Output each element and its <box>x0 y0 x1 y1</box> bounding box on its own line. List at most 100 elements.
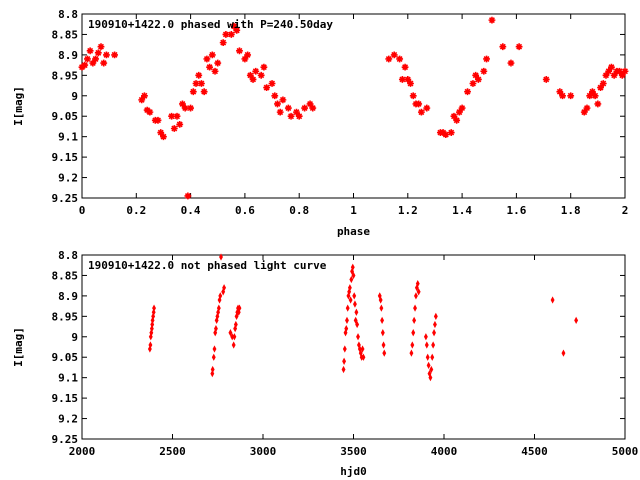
plot-frame <box>81 254 626 440</box>
data-point <box>586 92 594 100</box>
data-point <box>176 121 184 128</box>
data-point <box>409 349 414 357</box>
data-point <box>597 84 604 92</box>
y-tick-label: 9.2 <box>58 172 78 185</box>
y-tick-label: 9 <box>71 331 78 344</box>
unphased-light-curve-panel: 8.8 8.85 8.9 8.95 9 9.05 9.1 9.15 9.2 9.25 2000 25… <box>12 249 638 478</box>
x-tick-label: 5000 <box>612 445 639 458</box>
data-point <box>567 92 575 100</box>
data-point <box>215 312 220 320</box>
data-point <box>455 108 463 116</box>
data-point <box>416 288 421 296</box>
y-tick-label: 9.1 <box>58 372 78 385</box>
data-point <box>284 104 292 112</box>
data-point <box>583 104 591 112</box>
y-tick-label: 9 <box>71 90 78 103</box>
data-point <box>464 88 471 96</box>
data-point <box>385 55 393 63</box>
data-point <box>594 100 602 108</box>
data-point <box>433 320 437 329</box>
data-point <box>381 341 386 349</box>
data-point <box>428 374 433 382</box>
data-point <box>81 61 89 69</box>
y-tick-label: 9.25 <box>52 192 79 205</box>
x-tick-label: 1.2 <box>398 204 418 217</box>
data-point <box>232 333 237 341</box>
y-axis-ticks: 8.8 8.85 8.9 8.95 9 9.05 9.1 9.15 9.2 9.25 <box>52 249 625 446</box>
data-point <box>442 131 450 139</box>
data-point <box>257 71 265 79</box>
data-point <box>589 88 596 96</box>
data-point <box>100 59 108 67</box>
data-point <box>151 308 156 316</box>
data-point <box>561 349 566 357</box>
data-point <box>141 92 148 100</box>
data-point <box>184 192 192 200</box>
data-point <box>352 292 357 300</box>
data-point <box>216 308 221 316</box>
y-axis-label: I[mag] <box>12 327 25 367</box>
data-point <box>488 16 496 24</box>
x-tick-label: 2 <box>622 204 629 217</box>
x-tick-label: 1.6 <box>506 204 526 217</box>
data-point <box>450 112 458 120</box>
data-point <box>354 308 359 316</box>
data-point <box>432 329 436 337</box>
plot-frame <box>81 13 626 199</box>
data-point <box>268 80 276 87</box>
data-point <box>474 76 482 83</box>
phased-light-curve-panel: 8.8 8.85 8.9 8.95 9 9.05 9.1 9.15 9.2 9.25 0 0.2 0.… <box>12 8 629 238</box>
data-point <box>574 316 579 325</box>
data-point <box>413 304 417 312</box>
data-point <box>236 47 243 55</box>
data-point <box>309 104 317 112</box>
data-point <box>222 284 227 292</box>
data-point <box>379 304 384 312</box>
data-point <box>170 125 178 132</box>
data-point <box>349 275 354 284</box>
data-point <box>214 316 219 325</box>
x-tick-label: 3000 <box>250 445 277 458</box>
data-points <box>147 253 579 382</box>
data-point <box>410 341 415 349</box>
data-point <box>499 43 507 51</box>
x-tick-label: 1.4 <box>452 204 472 217</box>
data-point <box>616 67 623 75</box>
data-point <box>602 71 610 79</box>
data-point <box>233 26 241 34</box>
data-point <box>86 47 94 55</box>
data-point <box>472 71 480 79</box>
data-point <box>154 116 162 124</box>
data-point <box>390 51 398 59</box>
data-point <box>157 129 165 136</box>
data-point <box>222 31 230 38</box>
data-point <box>417 108 425 116</box>
data-point <box>138 96 146 104</box>
data-point <box>244 51 252 59</box>
data-point <box>507 59 515 67</box>
data-point <box>151 312 156 320</box>
data-point <box>150 320 155 329</box>
data-point <box>415 100 423 108</box>
data-point <box>453 116 461 124</box>
data-point <box>591 92 599 100</box>
data-point <box>605 67 613 75</box>
data-point <box>252 67 260 75</box>
data-point <box>415 279 420 288</box>
x-tick-label: 0.6 <box>235 204 255 217</box>
data-point <box>92 55 99 63</box>
data-point <box>423 333 428 341</box>
data-point <box>431 341 436 349</box>
data-point <box>228 329 233 337</box>
y-tick-label: 8.95 <box>52 69 79 82</box>
y-tick-label: 9.05 <box>52 351 79 364</box>
data-point <box>103 51 110 59</box>
data-point <box>293 108 300 116</box>
data-point <box>515 43 523 51</box>
data-point <box>350 263 355 271</box>
data-point <box>423 104 431 112</box>
data-point <box>94 49 102 57</box>
data-point <box>559 92 566 100</box>
data-point <box>425 353 430 361</box>
